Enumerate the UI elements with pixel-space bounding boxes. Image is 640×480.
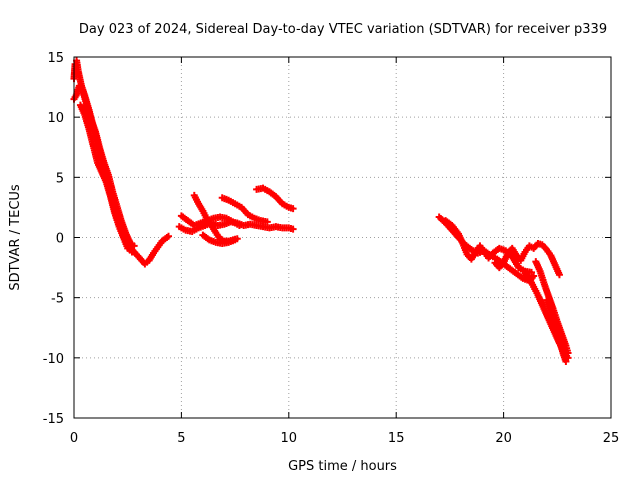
x-tick-label: 5 [177,431,185,446]
y-tick-label: -15 [43,412,64,427]
y-tick-label: 15 [47,51,64,66]
data-point [289,225,297,233]
series-track-e [177,212,243,229]
series-track-o [543,296,570,365]
data-point [130,242,138,250]
series-track-c [76,101,136,256]
data-point [528,268,536,276]
grid [74,57,611,418]
data-point [235,221,243,229]
data-markers [70,57,572,365]
series-track-i [253,184,297,213]
data-point [289,205,297,213]
data-point [555,271,563,279]
series-track-g [199,231,239,248]
x-tick-label: 25 [603,431,620,446]
x-tick-label: 0 [70,431,78,446]
data-point [263,218,271,226]
y-tick-label: -5 [51,292,64,307]
data-point [165,232,173,240]
x-tick-label: 10 [281,431,298,446]
y-tick-label: -10 [43,352,64,367]
axis-ticks: 0 5 10 15 20 25 -15 -10 -5 0 5 10 15 [43,51,620,446]
data-point [231,236,239,244]
data-point [128,248,136,256]
y-tick-label: 10 [47,111,64,126]
y-tick-label: 5 [56,171,64,186]
series-track-k [442,217,536,276]
y-tick-label: 0 [56,232,64,247]
data-point [562,357,570,365]
chart-title: Day 023 of 2024, Sidereal Day-to-day VTE… [79,22,607,37]
x-axis-label: GPS time / hours [288,459,397,474]
x-tick-label: 20 [495,431,512,446]
y-axis-label: SDTVAR / TECUs [8,184,23,291]
series-track-h [218,194,271,226]
x-tick-label: 15 [388,431,405,446]
series-track-l [491,240,563,279]
